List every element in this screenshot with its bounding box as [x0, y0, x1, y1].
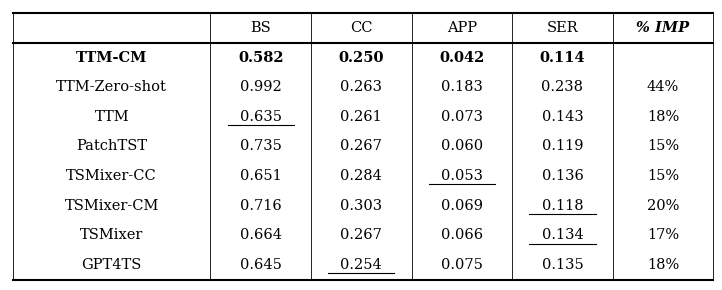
- Text: 0.250: 0.250: [339, 50, 384, 64]
- Text: 0.267: 0.267: [340, 229, 382, 242]
- Text: 0.060: 0.060: [441, 139, 483, 153]
- Text: 0.073: 0.073: [441, 110, 483, 124]
- Text: 0.582: 0.582: [238, 50, 284, 64]
- Text: 0.075: 0.075: [441, 258, 483, 272]
- Text: TSMixer-CC: TSMixer-CC: [66, 169, 157, 183]
- Text: SER: SER: [547, 21, 578, 35]
- Text: 0.135: 0.135: [542, 258, 583, 272]
- Text: PatchTST: PatchTST: [76, 139, 147, 153]
- Text: 0.635: 0.635: [240, 110, 282, 124]
- Text: 17%: 17%: [647, 229, 679, 242]
- Text: TSMixer: TSMixer: [80, 229, 144, 242]
- Text: 0.263: 0.263: [340, 80, 383, 94]
- Text: 0.053: 0.053: [441, 169, 483, 183]
- Text: 44%: 44%: [647, 80, 679, 94]
- Text: 18%: 18%: [647, 110, 679, 124]
- Text: BS: BS: [251, 21, 271, 35]
- Text: TTM-CM: TTM-CM: [76, 50, 147, 64]
- Text: 0.143: 0.143: [542, 110, 583, 124]
- Text: TTM: TTM: [95, 110, 129, 124]
- Text: 15%: 15%: [647, 139, 679, 153]
- Text: 0.118: 0.118: [542, 199, 583, 213]
- Text: 0.238: 0.238: [542, 80, 583, 94]
- Text: 15%: 15%: [647, 169, 679, 183]
- Text: GPT4TS: GPT4TS: [82, 258, 142, 272]
- Text: 0.992: 0.992: [240, 80, 282, 94]
- Text: 0.716: 0.716: [240, 199, 282, 213]
- Text: % IMP: % IMP: [637, 21, 690, 35]
- Text: 0.069: 0.069: [441, 199, 483, 213]
- Text: APP: APP: [447, 21, 477, 35]
- Text: 0.651: 0.651: [240, 169, 282, 183]
- Text: 0.042: 0.042: [439, 50, 484, 64]
- Text: 0.303: 0.303: [340, 199, 383, 213]
- Text: 0.735: 0.735: [240, 139, 282, 153]
- Text: 20%: 20%: [647, 199, 679, 213]
- Text: 18%: 18%: [647, 258, 679, 272]
- Text: 0.183: 0.183: [441, 80, 483, 94]
- Text: TTM-Zero-shot: TTM-Zero-shot: [56, 80, 168, 94]
- Text: 0.267: 0.267: [340, 139, 382, 153]
- Text: 0.664: 0.664: [240, 229, 282, 242]
- Text: 0.254: 0.254: [341, 258, 382, 272]
- Text: 0.134: 0.134: [542, 229, 583, 242]
- Text: 0.261: 0.261: [341, 110, 382, 124]
- Text: 0.119: 0.119: [542, 139, 583, 153]
- Text: TSMixer-CM: TSMixer-CM: [64, 199, 159, 213]
- Text: 0.136: 0.136: [542, 169, 583, 183]
- Text: 0.066: 0.066: [441, 229, 483, 242]
- Text: 0.645: 0.645: [240, 258, 282, 272]
- Text: 0.114: 0.114: [539, 50, 586, 64]
- Text: 0.284: 0.284: [340, 169, 382, 183]
- Text: CC: CC: [350, 21, 373, 35]
